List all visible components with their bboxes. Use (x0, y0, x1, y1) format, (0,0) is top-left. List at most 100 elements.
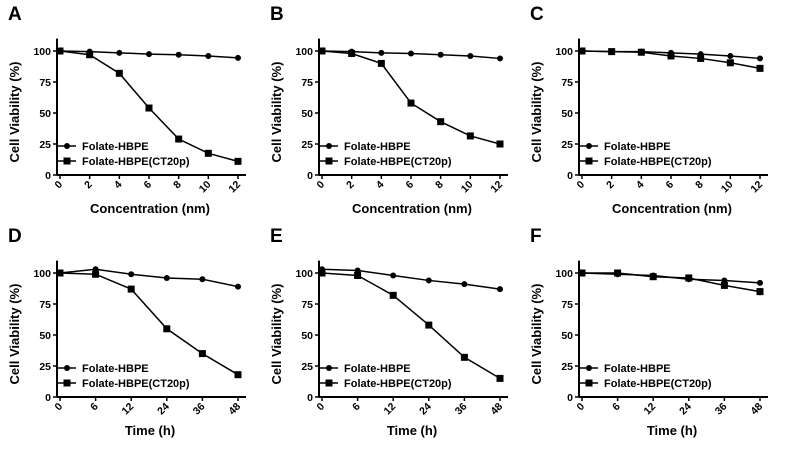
data-point-circle (199, 276, 206, 283)
y-tick-label: 0 (567, 392, 573, 404)
data-point-circle (497, 286, 503, 293)
x-tick-label: 6 (610, 401, 623, 414)
x-axis-label: Time (h) (647, 423, 697, 438)
legend-marker-circle (586, 143, 592, 149)
y-tick-label: 50 (561, 108, 573, 120)
x-tick-label: 6 (664, 179, 677, 192)
x-tick-label: 6 (142, 179, 155, 192)
data-point-square (354, 271, 362, 279)
data-point-square (318, 269, 326, 277)
x-axis-label: Concentration (nm) (90, 201, 210, 216)
y-tick-label: 100 (555, 46, 573, 58)
y-tick-label: 75 (301, 77, 313, 89)
data-point-circle (235, 283, 241, 290)
y-tick-label: 25 (39, 361, 51, 373)
panel-B: B 0 25 50 75 100 0 2 4 6 8 10 12 Concentration (nm) Ce… (262, 0, 524, 222)
panel-E: E 0 25 50 75 100 0 6 12 24 36 48 Time (h) Cell Viabil… (262, 222, 524, 444)
legend-marker-circle (64, 143, 70, 149)
series-line-0 (321, 268, 501, 290)
data-point-square (115, 69, 123, 77)
data-point-square (578, 269, 586, 277)
data-point-square (198, 350, 206, 358)
y-tick-label: 50 (301, 330, 313, 342)
y-axis-label: Cell Viability (%) (529, 284, 544, 385)
y-tick-label: 0 (307, 170, 313, 182)
data-point-square (163, 325, 171, 333)
x-tick-label: 36 (453, 401, 470, 418)
data-point-square (234, 157, 242, 165)
data-point-square (685, 274, 693, 282)
data-point-square (407, 99, 415, 107)
data-point-square (578, 47, 586, 55)
y-tick-label: 100 (33, 46, 51, 58)
data-point-square (437, 118, 445, 126)
data-point-square (496, 140, 504, 148)
data-point-circle (727, 52, 734, 59)
x-tick-label: 0 (575, 401, 588, 414)
x-tick-label: 36 (191, 401, 208, 418)
y-tick-label: 0 (45, 170, 51, 182)
y-tick-label: 50 (39, 330, 51, 342)
data-point-square (614, 269, 622, 277)
panel-label: D (8, 226, 22, 247)
x-tick-label: 12 (642, 401, 659, 418)
x-tick-label: 10 (719, 179, 736, 196)
data-point-square (425, 321, 433, 329)
data-point-square (318, 47, 326, 55)
y-tick-label: 25 (561, 139, 573, 151)
series-line-1 (321, 272, 501, 380)
legend-marker-square (325, 157, 333, 165)
legend-label: Folate-HBPE (604, 141, 671, 153)
y-tick-label: 75 (561, 299, 573, 311)
y-tick-label: 50 (39, 108, 51, 120)
y-tick-label: 75 (39, 77, 51, 89)
legend-marker-circle (64, 365, 70, 371)
x-tick-label: 0 (53, 179, 66, 192)
legend-label: Folate-HBPE (344, 363, 411, 375)
data-point-circle (163, 274, 170, 281)
x-tick-label: 0 (315, 401, 328, 414)
chart-svg: B 0 25 50 75 100 0 2 4 6 8 10 12 Concentration (nm) Ce… (269, 4, 508, 216)
legend-label: Folate-HBPE (344, 141, 411, 153)
data-point-square (496, 374, 504, 382)
data-point-square (377, 59, 385, 67)
x-tick-label: 2 (604, 179, 617, 192)
x-tick-label: 6 (404, 179, 417, 192)
x-axis-label: Concentration (nm) (612, 201, 732, 216)
panel-C: C 0 25 50 75 100 0 2 4 6 8 10 12 Concentration (nm) Ce… (522, 0, 784, 222)
legend-label: Folate-HBPE(CT20p) (344, 378, 452, 390)
legend-marker-circle (586, 365, 592, 371)
x-tick-label: 8 (693, 179, 706, 192)
panel-label: C (530, 4, 544, 25)
x-tick-label: 12 (748, 179, 765, 196)
y-tick-label: 25 (39, 139, 51, 151)
series-line-1 (59, 272, 239, 376)
data-point-circle (146, 51, 152, 58)
y-axis-label: Cell Viability (%) (269, 62, 284, 163)
x-tick-label: 8 (433, 179, 446, 192)
x-tick-label: 24 (417, 401, 434, 418)
data-point-circle (408, 50, 414, 57)
x-tick-label: 0 (53, 401, 66, 414)
chart-svg: D 0 25 50 75 100 0 6 12 24 36 48 Time (h) Cell Viabil… (7, 226, 246, 438)
x-tick-label: 48 (226, 401, 243, 418)
legend-marker-square (325, 379, 333, 387)
x-tick-label: 4 (112, 179, 125, 192)
x-tick-label: 2 (344, 179, 357, 192)
x-tick-label: 10 (459, 179, 476, 196)
data-point-circle (116, 49, 123, 56)
legend-label: Folate-HBPE(CT20p) (604, 378, 712, 390)
data-point-circle (437, 51, 444, 58)
data-point-square (56, 269, 64, 277)
legend-marker-square (63, 379, 71, 387)
data-point-square (608, 48, 616, 56)
data-point-circle (378, 49, 385, 56)
y-axis-label: Cell Viability (%) (529, 62, 544, 163)
y-tick-label: 25 (561, 361, 573, 373)
chart-svg: A 0 25 50 75 100 0 2 4 6 8 10 12 Concentration (nm) Ce… (7, 4, 246, 216)
data-point-square (56, 47, 64, 55)
data-point-square (460, 353, 468, 361)
data-point-square (204, 149, 212, 157)
legend-marker-circle (326, 365, 332, 371)
y-tick-label: 0 (567, 170, 573, 182)
